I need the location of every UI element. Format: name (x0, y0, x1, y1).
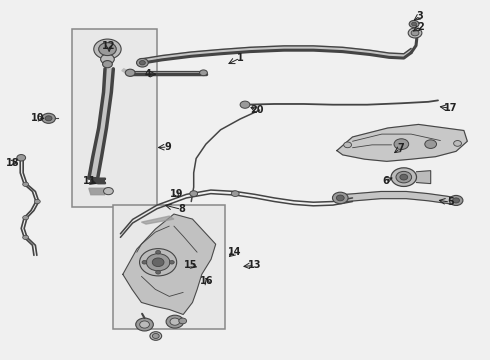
Text: 8: 8 (178, 204, 185, 215)
Ellipse shape (166, 315, 184, 328)
Ellipse shape (411, 30, 419, 36)
Text: 4: 4 (145, 69, 151, 79)
Ellipse shape (240, 101, 250, 108)
Polygon shape (337, 125, 467, 161)
Ellipse shape (343, 142, 351, 148)
Ellipse shape (179, 318, 187, 324)
Ellipse shape (94, 39, 121, 59)
Ellipse shape (454, 140, 462, 146)
Ellipse shape (449, 195, 463, 206)
Ellipse shape (156, 270, 161, 274)
Ellipse shape (23, 182, 28, 186)
Text: 18: 18 (5, 158, 19, 168)
Polygon shape (337, 192, 458, 205)
Ellipse shape (150, 332, 162, 340)
Text: 14: 14 (227, 247, 241, 257)
Polygon shape (89, 69, 113, 178)
Text: 12: 12 (102, 41, 116, 50)
Text: 3: 3 (416, 11, 423, 21)
Ellipse shape (231, 191, 239, 197)
Polygon shape (129, 71, 206, 74)
Polygon shape (122, 69, 129, 73)
Ellipse shape (147, 254, 170, 271)
Ellipse shape (170, 318, 180, 325)
Text: 15: 15 (184, 260, 197, 270)
Ellipse shape (17, 154, 25, 161)
Ellipse shape (425, 140, 437, 148)
Text: 11: 11 (83, 176, 97, 186)
Ellipse shape (45, 116, 52, 121)
Ellipse shape (136, 318, 153, 331)
Ellipse shape (140, 249, 177, 276)
Text: 2: 2 (417, 22, 424, 32)
Ellipse shape (332, 192, 348, 204)
Ellipse shape (190, 191, 197, 197)
Polygon shape (416, 171, 431, 184)
Text: 16: 16 (200, 276, 214, 286)
Ellipse shape (391, 168, 416, 186)
Ellipse shape (152, 333, 159, 338)
Ellipse shape (100, 54, 114, 64)
Text: 7: 7 (397, 143, 404, 153)
Text: 1: 1 (237, 53, 244, 63)
Ellipse shape (400, 174, 408, 180)
Ellipse shape (199, 70, 207, 76)
Ellipse shape (23, 235, 28, 239)
Text: 13: 13 (248, 260, 262, 270)
Ellipse shape (23, 216, 28, 220)
Ellipse shape (152, 258, 164, 266)
Ellipse shape (412, 22, 416, 26)
Polygon shape (123, 214, 216, 315)
Text: 20: 20 (250, 105, 264, 115)
Ellipse shape (34, 199, 40, 204)
Ellipse shape (409, 21, 419, 28)
Text: 5: 5 (447, 197, 454, 207)
Ellipse shape (98, 42, 116, 55)
Bar (72, 30, 157, 207)
Text: 17: 17 (443, 103, 457, 113)
Ellipse shape (408, 28, 422, 38)
Bar (113, 205, 225, 329)
Ellipse shape (142, 261, 147, 264)
Ellipse shape (103, 188, 113, 195)
Text: 6: 6 (382, 176, 389, 186)
Ellipse shape (140, 60, 146, 65)
Ellipse shape (42, 113, 55, 123)
Text: 9: 9 (165, 142, 171, 152)
Ellipse shape (140, 321, 149, 328)
Ellipse shape (336, 195, 344, 201)
Ellipse shape (137, 58, 148, 67)
Ellipse shape (156, 251, 161, 254)
Text: 10: 10 (30, 113, 44, 123)
Polygon shape (140, 46, 411, 63)
Ellipse shape (102, 60, 112, 68)
Ellipse shape (125, 69, 135, 76)
Ellipse shape (453, 198, 460, 203)
Polygon shape (142, 216, 174, 224)
Text: 19: 19 (170, 189, 183, 199)
Ellipse shape (394, 139, 409, 149)
Ellipse shape (170, 261, 174, 264)
Ellipse shape (396, 171, 412, 183)
Polygon shape (89, 188, 106, 195)
